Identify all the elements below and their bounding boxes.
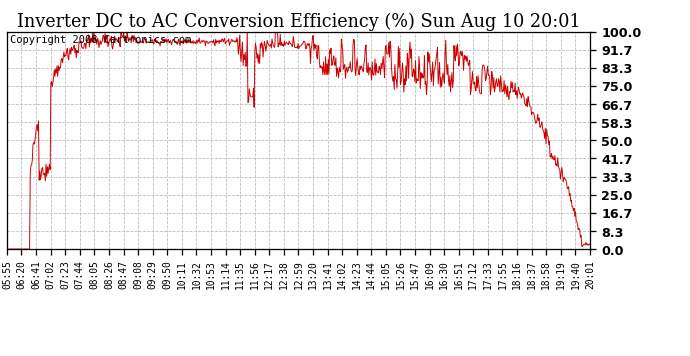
Text: Copyright 2008 Cartronics.com: Copyright 2008 Cartronics.com <box>10 35 191 45</box>
Title: Inverter DC to AC Conversion Efficiency (%) Sun Aug 10 20:01: Inverter DC to AC Conversion Efficiency … <box>17 13 580 31</box>
